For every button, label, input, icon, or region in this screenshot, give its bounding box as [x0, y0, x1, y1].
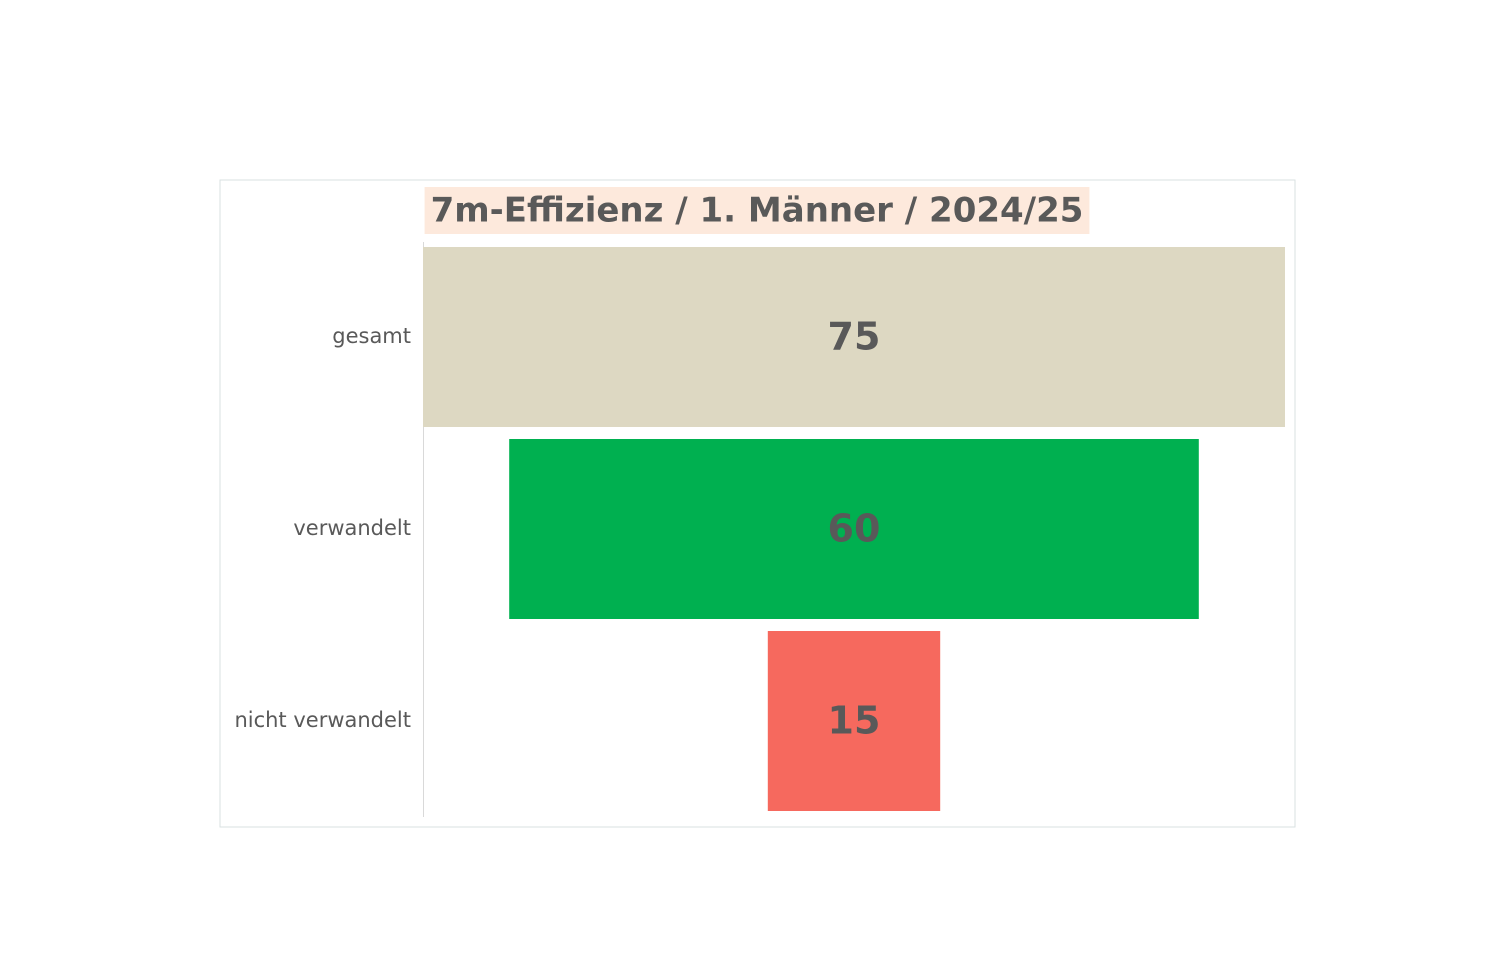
funnel-bar — [509, 439, 1199, 619]
chart-title: 7m-Effizienz / 1. Männer / 2024/25 — [431, 191, 1084, 231]
funnel-bar — [423, 247, 1285, 427]
category-label: nicht verwandelt — [234, 708, 411, 732]
value-label: 60 — [828, 507, 881, 551]
category-label: gesamt — [332, 324, 411, 348]
title-background — [424, 187, 1090, 234]
value-label: 15 — [828, 699, 881, 743]
funnel-bar — [767, 631, 941, 811]
category-label: verwandelt — [293, 516, 411, 540]
value-label: 75 — [828, 315, 881, 359]
